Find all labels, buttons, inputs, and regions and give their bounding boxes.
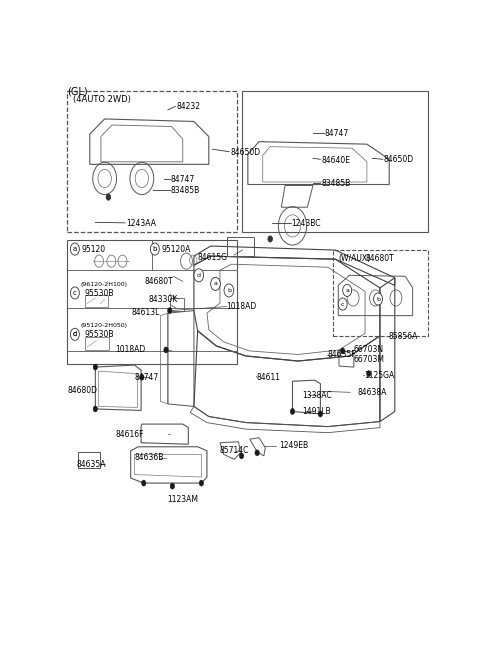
Circle shape [140,374,144,380]
Text: b: b [376,297,380,301]
Circle shape [71,328,79,341]
Circle shape [71,287,79,299]
Text: 84613L: 84613L [132,308,160,316]
Text: 84615G: 84615G [198,253,228,262]
Text: c: c [341,301,345,307]
Text: 84680T: 84680T [145,277,174,286]
Circle shape [199,480,204,486]
Text: (GL): (GL) [67,86,88,96]
Circle shape [211,277,220,290]
Text: c: c [73,290,77,296]
Text: 84232: 84232 [176,102,200,111]
Circle shape [71,243,79,255]
Circle shape [255,450,259,456]
Text: (96120-2H100): (96120-2H100) [81,282,128,287]
Text: 83485B: 83485B [170,185,200,195]
Circle shape [268,236,273,242]
Text: 84680D: 84680D [67,386,97,395]
Text: 95530B: 95530B [84,289,114,298]
Circle shape [93,406,97,412]
Circle shape [240,453,244,459]
Circle shape [343,284,352,297]
Bar [67,240,237,364]
Text: 85856A: 85856A [388,332,418,341]
Bar [67,91,237,233]
Bar [228,237,254,256]
Text: 84650D: 84650D [384,155,414,164]
Circle shape [170,483,175,489]
Text: 84636B: 84636B [134,453,164,462]
Text: 1018AD: 1018AD [227,302,257,311]
Text: 1123AM: 1123AM [167,495,198,504]
Text: b: b [227,288,231,293]
Text: 1125GA: 1125GA [364,371,395,380]
Text: 66703M: 66703M [354,355,385,364]
Circle shape [318,411,323,417]
Circle shape [194,269,204,282]
Text: 66703N: 66703N [354,345,384,354]
Text: a: a [345,288,349,293]
Circle shape [71,328,79,341]
Circle shape [93,364,97,370]
Bar [334,250,428,336]
Text: 84638A: 84638A [358,388,387,398]
Text: 84616F: 84616F [115,430,144,439]
Text: 84747: 84747 [170,175,195,184]
Circle shape [367,371,371,377]
Bar [78,452,100,468]
Circle shape [150,243,159,255]
Text: (95120-2H050): (95120-2H050) [81,323,128,328]
Circle shape [164,347,168,353]
Text: 85714C: 85714C [219,446,249,455]
Text: 84650D: 84650D [230,148,260,157]
Circle shape [340,348,345,354]
Text: 1491LB: 1491LB [302,407,330,416]
Circle shape [224,284,234,297]
Text: a: a [73,246,77,252]
Text: 84747: 84747 [134,373,159,382]
Text: 95120: 95120 [82,244,106,253]
Text: (4AUTO 2WD): (4AUTO 2WD) [73,95,131,104]
Bar [85,295,108,307]
Text: 1249EB: 1249EB [279,441,308,450]
Text: d: d [72,331,77,337]
Circle shape [168,308,172,314]
Text: 84330K: 84330K [148,295,178,303]
Text: 84635A: 84635A [77,460,106,469]
Text: b: b [153,246,157,252]
Text: c: c [73,331,77,337]
Text: d: d [197,272,201,278]
Text: 1338AC: 1338AC [302,391,331,400]
Bar [242,91,428,233]
Text: 83485B: 83485B [321,179,350,188]
Text: a: a [214,282,217,286]
Circle shape [338,298,347,310]
Text: 1243AA: 1243AA [126,219,156,228]
Text: 95120A: 95120A [161,244,191,253]
Text: 84680T: 84680T [366,254,395,263]
Text: 84611: 84611 [256,373,280,382]
Text: 84635F: 84635F [327,350,356,360]
Bar [170,298,184,310]
Bar [85,337,109,350]
Circle shape [106,194,110,200]
Circle shape [290,409,295,415]
Circle shape [142,480,146,486]
Text: (W/AUX): (W/AUX) [338,254,370,263]
Text: 84747: 84747 [325,128,349,138]
Text: 1243BC: 1243BC [291,219,321,228]
Text: 84640E: 84640E [321,156,350,165]
Text: 95530B: 95530B [84,330,114,339]
Text: 1018AD: 1018AD [115,345,145,354]
Circle shape [373,293,383,305]
